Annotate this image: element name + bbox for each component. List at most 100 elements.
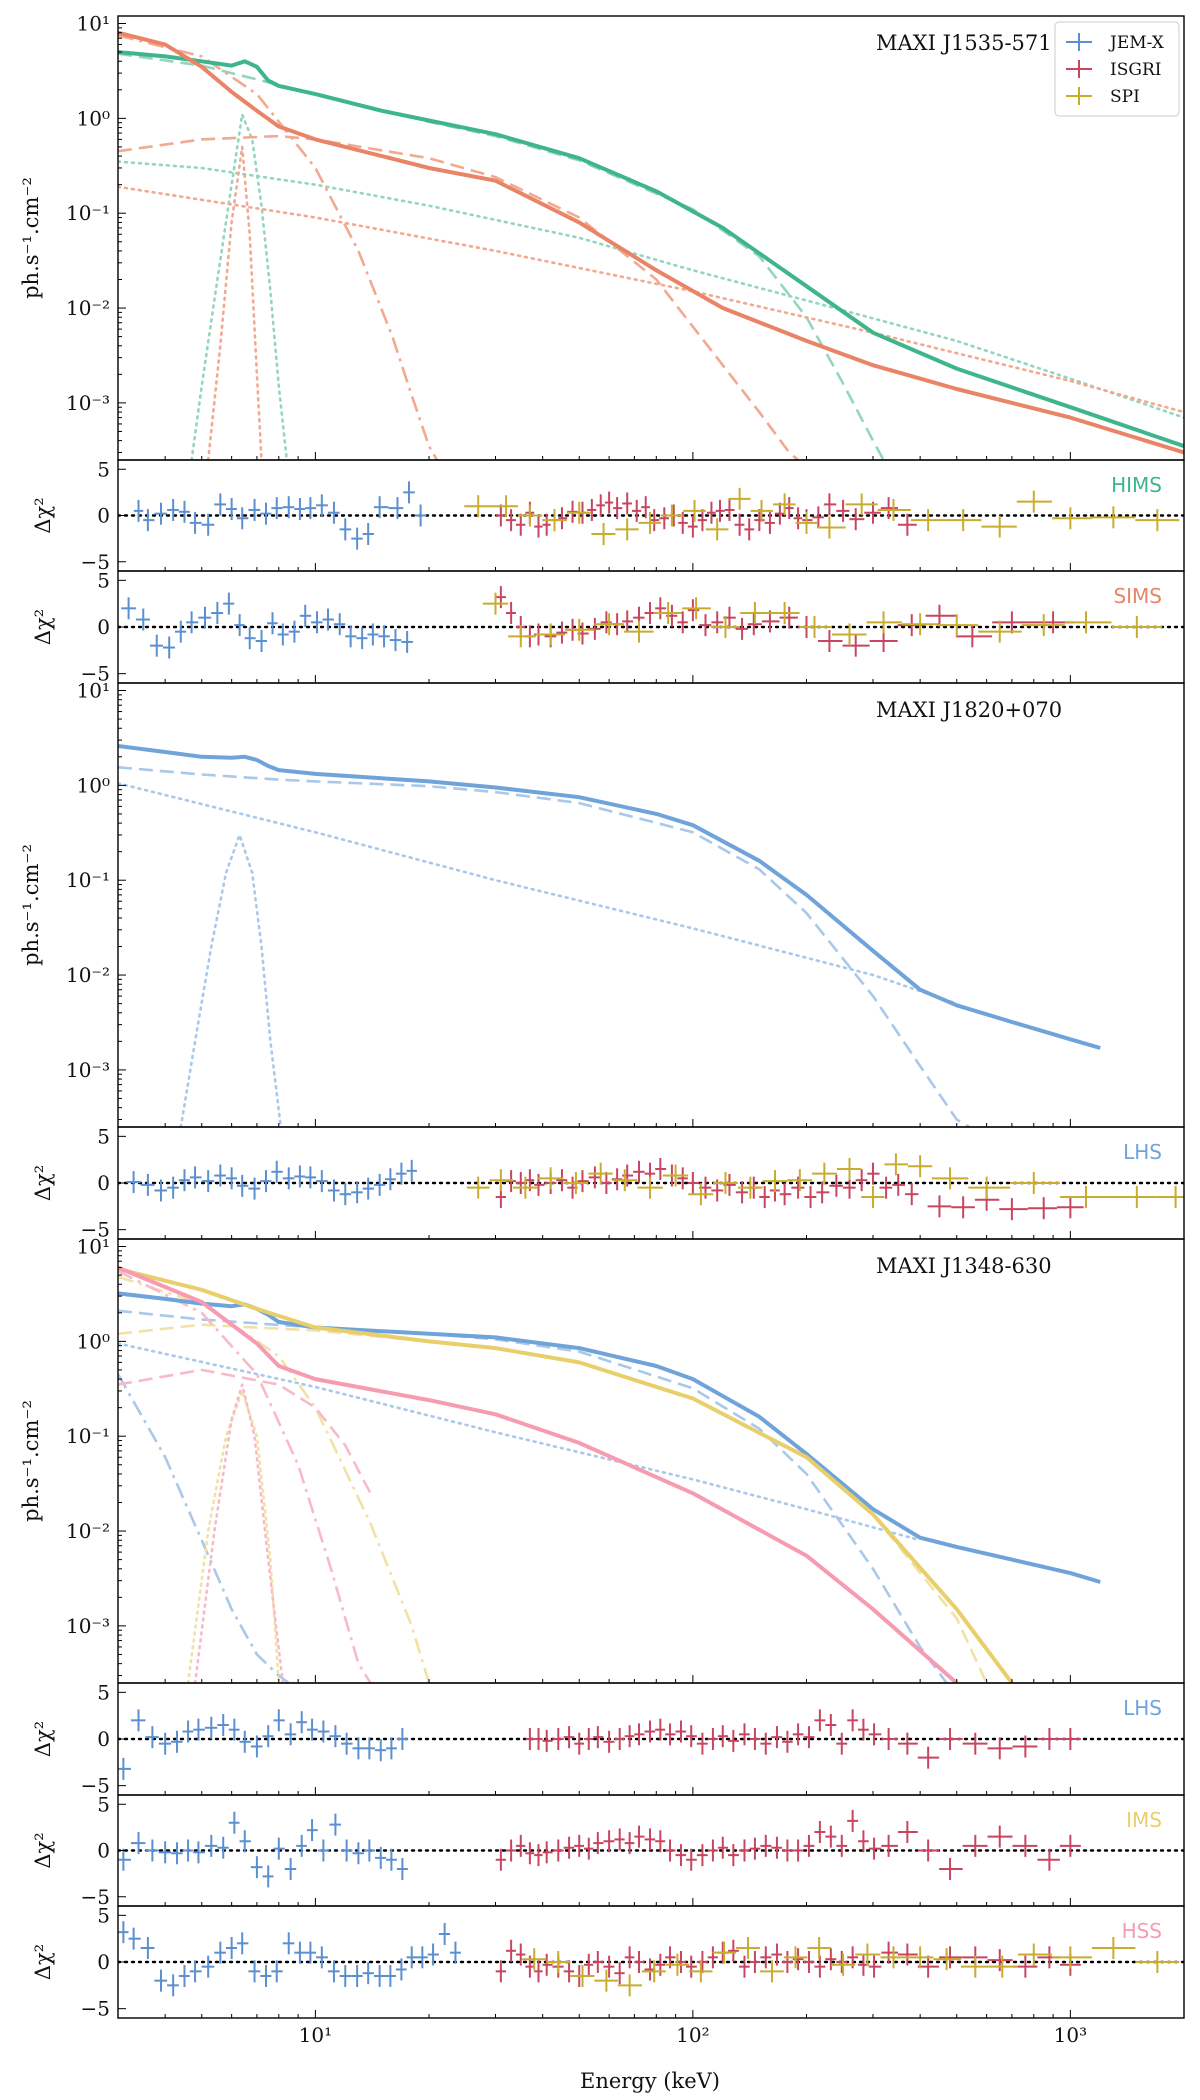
y-tick-label: 10⁻¹ (66, 868, 110, 892)
y-tick-label: 10⁻³ (66, 1614, 110, 1638)
y-tick-label: 0 (97, 504, 110, 528)
y-tick-label: 10¹ (77, 1235, 110, 1259)
model-curve-lhs-total (118, 1291, 1101, 1584)
spectrum-panel: 10⁻³ 10⁻² 10⁻¹ 10⁰ 10¹ MAXI J1348-630 ph.s⁻¹.c… (19, 1235, 1185, 1684)
y-tick-label: 5 (97, 1124, 110, 1148)
residual-panel: 5 0 −5 HIMS Δχ² (31, 457, 1185, 574)
model-curve-hss-comptonization (118, 1368, 372, 1494)
model-curve-ims-total (118, 1266, 1014, 1683)
legend-label-jem-x: JEM-X (1108, 33, 1165, 53)
y-tick-label: −5 (81, 1218, 110, 1242)
y-tick-label: 5 (97, 1680, 110, 1704)
y-tick-label: 10⁻² (66, 296, 110, 320)
model-curve-lhs-powerlaw (118, 782, 958, 1005)
model-curve-hss-iron-line (193, 1383, 285, 1683)
y-axis-label: Δχ² (31, 497, 55, 533)
y-axis-label: ph.s⁻¹.cm⁻² (19, 1400, 43, 1522)
x-tick-label: 10³ (1054, 2023, 1087, 2047)
y-tick-label: 10⁻² (66, 1519, 110, 1543)
y-tick-label: 10⁰ (77, 773, 110, 797)
y-tick-label: 5 (97, 1903, 110, 1927)
y-axis-label: Δχ² (31, 1721, 55, 1757)
y-tick-label: 0 (97, 1839, 110, 1863)
residual-panel: 5 0 −5 LHS Δχ² (31, 1124, 1185, 1242)
residual-points (118, 1709, 1184, 1780)
residual-panel: 5 0 −5 IMS Δχ² (31, 1792, 1185, 1909)
model-curve-hims-comptonization (118, 52, 885, 460)
source-name: MAXI J1535-571 (876, 31, 1052, 55)
residual-points (118, 586, 1184, 659)
y-axis-label: Δχ² (31, 1832, 55, 1868)
model-curve-ims-iron-line (186, 1389, 281, 1683)
y-tick-label: 5 (97, 568, 110, 592)
model-curve-hims-iron-line (190, 113, 289, 460)
y-tick-label: 0 (97, 615, 110, 639)
legend-label-spi: SPI (1110, 87, 1140, 107)
residual-points (118, 481, 1184, 550)
model-curve-lhs-total (118, 744, 1101, 1050)
x-tick-label: 10¹ (299, 2023, 332, 2047)
x-tick-label: 10² (676, 2023, 709, 2047)
panel-frame (117, 1905, 1185, 2019)
y-tick-label: 10⁻² (66, 963, 110, 987)
model-curve-sims-disk (118, 34, 439, 460)
y-tick-label: −5 (81, 1774, 110, 1798)
model-curve-lhs-disk (118, 1373, 290, 1683)
x-axis-label: Energy (keV) (580, 2069, 720, 2093)
y-tick-label: 10⁻¹ (66, 201, 110, 225)
y-tick-label: −5 (81, 1997, 110, 2021)
model-curve-hss-total (118, 1265, 959, 1683)
model-curve-sims-powerlaw (118, 185, 1184, 414)
y-tick-label: −5 (81, 550, 110, 574)
legend: JEM-X ISGRI SPI (1054, 21, 1180, 117)
state-label: HSS (1122, 1919, 1162, 1943)
model-curve-sims-total (118, 30, 1184, 455)
y-tick-label: 10¹ (77, 12, 110, 36)
state-label: LHS (1123, 1140, 1162, 1164)
y-axis-label: Δχ² (31, 1165, 55, 1201)
state-label: SIMS (1113, 584, 1162, 608)
y-tick-label: 10⁻³ (66, 391, 110, 415)
y-tick-label: 0 (97, 1727, 110, 1751)
model-curve-lhs-comptonization (118, 766, 970, 1127)
model-curve-hss-disk (118, 1269, 372, 1683)
y-axis-label: ph.s⁻¹.cm⁻² (19, 177, 43, 299)
y-tick-label: 10⁰ (77, 1329, 110, 1353)
spectrum-curves (118, 30, 1184, 460)
source-name: MAXI J1820+070 (876, 698, 1062, 722)
y-tick-label: 5 (97, 1792, 110, 1816)
residual-panel: 5 0 −5 SIMS Δχ² (31, 568, 1185, 686)
residual-panel: 5 0 −5 LHS Δχ² (31, 1680, 1185, 1798)
y-axis-label: Δχ² (31, 1944, 55, 1980)
y-tick-label: 0 (97, 1171, 110, 1195)
y-tick-label: −5 (81, 662, 110, 686)
model-curve-lhs-iron-line (179, 833, 283, 1127)
state-label: HIMS (1111, 473, 1162, 497)
y-tick-label: 10¹ (77, 679, 110, 703)
model-curve-hims-total (118, 50, 1184, 448)
residual-points (118, 1921, 1184, 1997)
spectrum-panel: 10⁻³ 10⁻² 10⁻¹ 10⁰ 10¹ MAXI J1820+070 ph.s⁻¹.c… (19, 679, 1185, 1128)
y-axis-label: Δχ² (31, 609, 55, 645)
y-tick-label: −5 (81, 1885, 110, 1909)
y-tick-label: 0 (97, 1950, 110, 1974)
y-axis-label: ph.s⁻¹.cm⁻² (19, 844, 43, 966)
y-tick-label: 10⁰ (77, 106, 110, 130)
state-label: IMS (1126, 1808, 1162, 1832)
model-curve-lhs-powerlaw (118, 1342, 922, 1542)
residual-panel: 5 0 −5 HSS Δχ² 10¹ 10² 10³ (31, 1903, 1185, 2047)
legend-box (1054, 21, 1180, 117)
source-name: MAXI J1348-630 (876, 1254, 1052, 1278)
spectrum-curves (118, 744, 1101, 1127)
spectrum-curves (118, 1265, 1101, 1683)
model-curve-sims-comptonization (118, 134, 799, 460)
residual-points (118, 1153, 1184, 1221)
legend-label-isgri: ISGRI (1110, 60, 1161, 80)
panels: 10⁻³ 10⁻² 10⁻¹ 10⁰ 10¹ MAXI J1535-571 ph.s⁻¹.c… (19, 12, 1185, 2047)
y-tick-label: 5 (97, 457, 110, 481)
model-curve-sims-iron-line (206, 145, 263, 460)
state-label: LHS (1123, 1696, 1162, 1720)
panel-frame (117, 682, 1185, 1128)
y-tick-label: 10⁻³ (66, 1058, 110, 1082)
panel-frame (117, 1238, 1185, 1684)
